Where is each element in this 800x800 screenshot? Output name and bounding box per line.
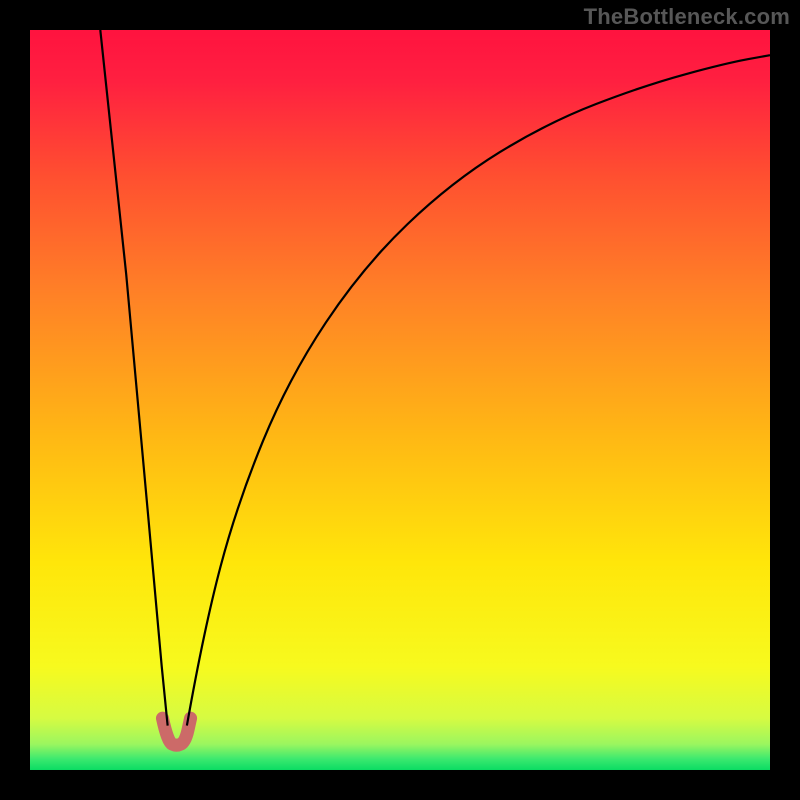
- gradient-plot-area: [30, 30, 770, 770]
- bottleneck-chart-svg: [0, 0, 800, 800]
- chart-stage: TheBottleneck.com: [0, 0, 800, 800]
